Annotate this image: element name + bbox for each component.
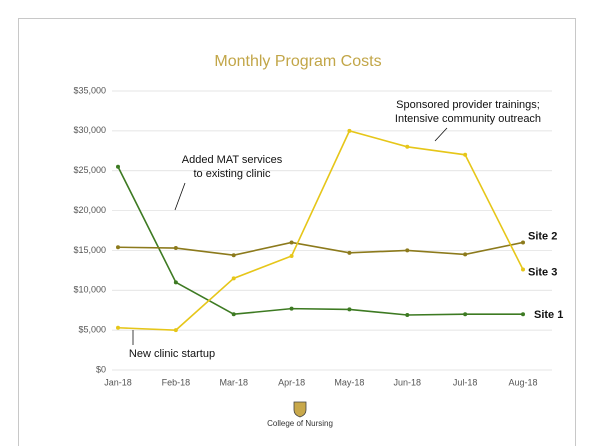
x-tick-label: Jun-18 xyxy=(394,377,422,387)
series-line xyxy=(117,166,523,316)
data-point xyxy=(463,312,468,317)
x-tick-label: Apr-18 xyxy=(278,377,305,387)
data-point xyxy=(173,328,178,333)
x-tick-label: Jul-18 xyxy=(453,377,478,387)
data-point xyxy=(405,144,410,149)
series-label: Site 1 xyxy=(534,309,563,321)
annotation-leader xyxy=(434,127,448,142)
data-point xyxy=(347,307,352,312)
data-point xyxy=(173,280,178,285)
annotation: New clinic startup xyxy=(129,348,215,360)
data-point xyxy=(231,276,236,281)
series-line xyxy=(117,129,524,331)
x-tick-label: Feb-18 xyxy=(162,377,191,387)
data-point xyxy=(405,248,410,253)
data-point xyxy=(347,128,352,133)
x-tick-label: Mar-18 xyxy=(219,377,248,387)
y-tick-label: $15,000 xyxy=(73,245,106,255)
data-point xyxy=(116,325,120,330)
annotation: Sponsored provider trainings; xyxy=(396,99,540,111)
x-tick-label: May-18 xyxy=(334,377,364,387)
data-point xyxy=(289,254,294,259)
y-tick-label: $5,000 xyxy=(78,325,106,335)
data-point xyxy=(116,164,120,169)
data-point xyxy=(289,240,294,245)
annotation: to existing clinic xyxy=(193,168,271,180)
annotation: Added MAT services xyxy=(182,154,283,166)
slide-frame xyxy=(18,18,576,446)
data-point xyxy=(463,152,468,157)
series-line xyxy=(117,241,524,257)
y-tick-label: $25,000 xyxy=(73,165,106,175)
chart-title: Monthly Program Costs xyxy=(214,53,381,70)
data-point xyxy=(405,312,410,317)
y-tick-label: $35,000 xyxy=(73,85,106,95)
annotation: Intensive community outreach xyxy=(395,113,541,125)
data-point xyxy=(347,250,352,255)
data-point xyxy=(231,253,236,258)
series-label: Site 3 xyxy=(528,266,557,278)
y-tick-label: $20,000 xyxy=(73,205,106,215)
logo: College of Nursing xyxy=(267,401,333,428)
data-point xyxy=(521,267,525,272)
x-tick-label: Aug-18 xyxy=(508,377,537,387)
data-point xyxy=(173,246,178,251)
data-point xyxy=(463,252,468,257)
data-point xyxy=(521,240,525,245)
y-tick-label: $0 xyxy=(96,364,106,374)
data-point xyxy=(231,312,236,317)
data-point xyxy=(521,312,525,317)
data-point xyxy=(289,306,294,311)
annotation-leader xyxy=(174,182,186,211)
x-tick-label: Jan-18 xyxy=(104,377,132,387)
y-tick-label: $10,000 xyxy=(73,285,106,295)
series-label: Site 2 xyxy=(528,230,557,242)
logo-shield xyxy=(293,401,307,418)
logo-text: College of Nursing xyxy=(267,419,333,428)
y-tick-label: $30,000 xyxy=(73,125,106,135)
data-point xyxy=(116,245,120,250)
